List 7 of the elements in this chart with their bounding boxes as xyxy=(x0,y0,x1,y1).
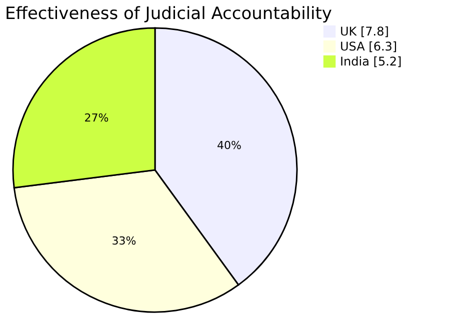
legend-label: USA [6.3] xyxy=(340,40,398,54)
data-label: 40% xyxy=(217,138,242,152)
data-label: 33% xyxy=(112,234,136,248)
legend-label: UK [7.8] xyxy=(340,24,389,38)
chart-title: Effectiveness of Judicial Accountability xyxy=(5,4,332,24)
data-label: 27% xyxy=(84,111,109,124)
legend-label: India [5.2] xyxy=(340,54,402,68)
